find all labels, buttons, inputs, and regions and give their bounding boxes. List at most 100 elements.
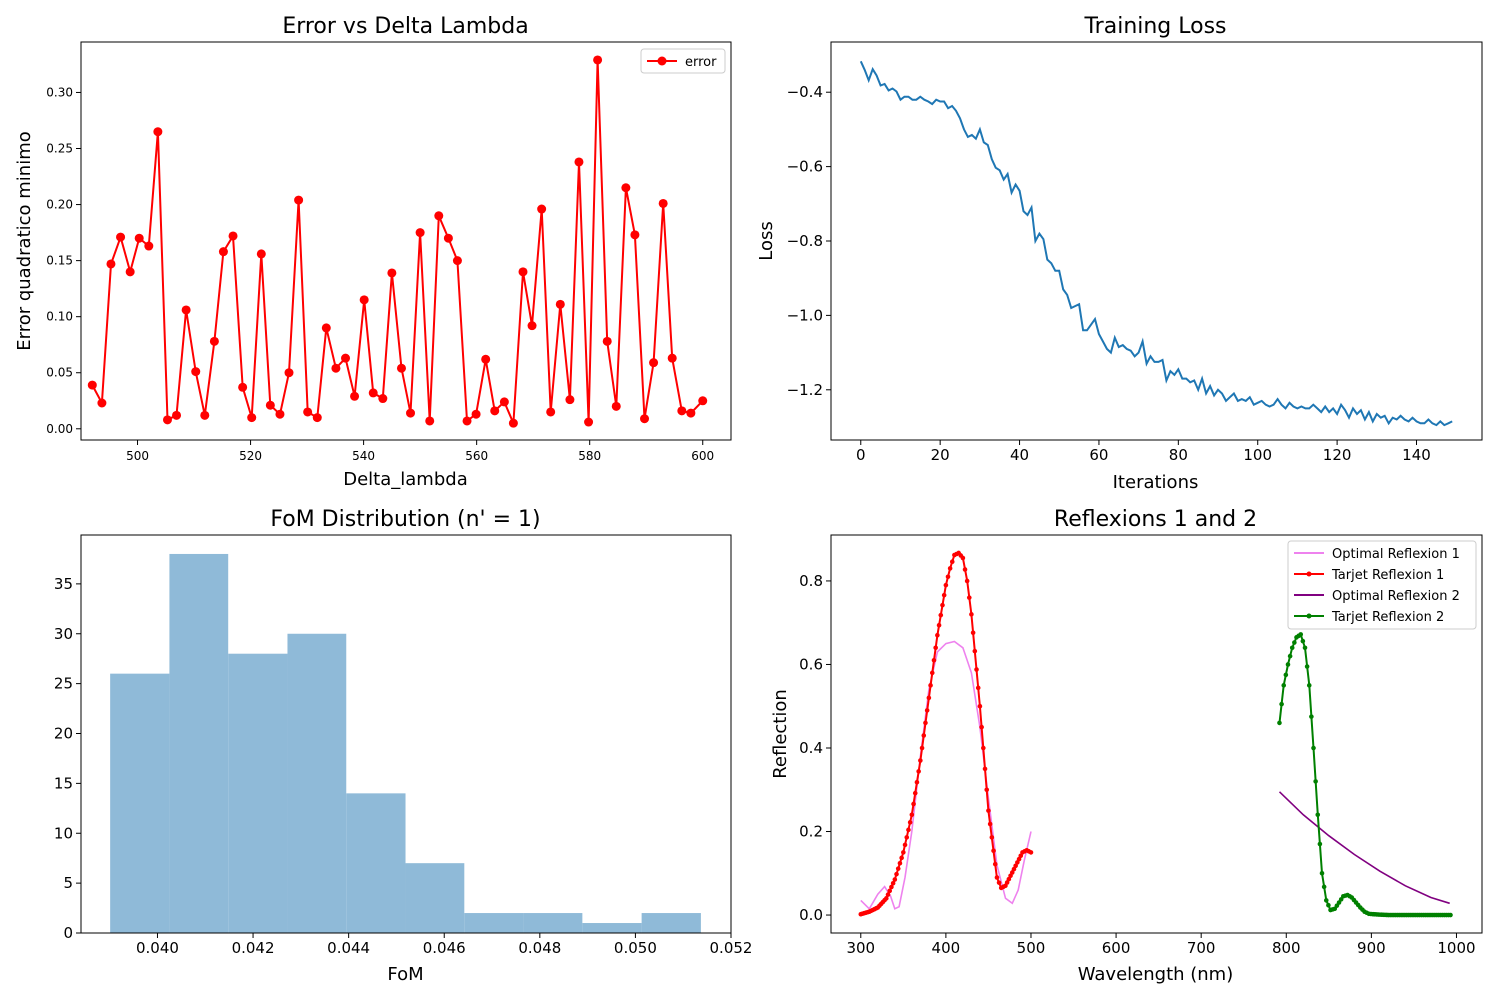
x-tick-label: 0.048 bbox=[518, 939, 561, 957]
y-tick-label: 0.0 bbox=[799, 906, 823, 924]
tarjet-reflexion-1-point bbox=[889, 884, 894, 890]
tarjet-reflexion-2-point bbox=[1302, 645, 1308, 651]
error-point bbox=[228, 231, 238, 241]
error-point bbox=[593, 55, 603, 65]
error-point bbox=[284, 368, 294, 378]
tarjet-reflexion-1-point bbox=[887, 888, 893, 894]
y-tick-label: 20 bbox=[54, 725, 73, 743]
plot-area: 300 400 500 600 700 800 900 1000 0.0 0.2 0.4 0.6 0.8… bbox=[799, 534, 1483, 957]
y-tick-label: 0.30 bbox=[46, 85, 73, 99]
tarjet-reflexion-1-point bbox=[916, 769, 921, 774]
x-tick-label: 700 bbox=[1187, 939, 1216, 957]
y-tick-label: −1.2 bbox=[787, 381, 823, 399]
tarjet-reflexion-1-point bbox=[890, 881, 896, 886]
x-tick-label: 800 bbox=[1272, 939, 1301, 957]
y-tick-label: 0.05 bbox=[46, 366, 73, 380]
histogram-bar bbox=[464, 913, 524, 933]
y-tick-label: −1.0 bbox=[787, 306, 823, 324]
x-tick-label: 20 bbox=[931, 446, 950, 464]
legend-label-tarjet-reflexion-2: Tarjet Reflexion 2 bbox=[1331, 610, 1444, 625]
x-tick-label: 600 bbox=[1102, 939, 1131, 957]
tarjet-reflexion-2-point bbox=[1323, 898, 1329, 903]
tarjet-reflexion-2-point bbox=[1309, 714, 1314, 719]
x-tick-label: 300 bbox=[846, 939, 875, 957]
plot-area: 500 520 540 560 580 600 0.00 0.05 0.10 0.15 0.20 0.… bbox=[46, 41, 732, 463]
error-point bbox=[686, 408, 696, 418]
tarjet-reflexion-1-point bbox=[923, 720, 928, 726]
x-tick-label: 1000 bbox=[1437, 939, 1475, 957]
error-point bbox=[247, 413, 257, 423]
tarjet-reflexion-1-point bbox=[936, 622, 942, 628]
x-tick-label: 0.052 bbox=[710, 939, 753, 957]
histogram-bar bbox=[110, 673, 170, 933]
tarjet-reflexion-2-point bbox=[1298, 632, 1304, 637]
tarjet-reflexion-1-point bbox=[885, 892, 891, 897]
tarjet-reflexion-1-point bbox=[909, 812, 915, 818]
tarjet-reflexion-1-point bbox=[969, 612, 974, 617]
tarjet-reflexion-1-point bbox=[960, 555, 966, 561]
tarjet-reflexion-2-point bbox=[1448, 912, 1453, 918]
histogram-bar bbox=[228, 653, 288, 933]
tarjet-reflexion-2-point bbox=[1285, 662, 1291, 667]
error-point bbox=[368, 388, 378, 398]
error-point bbox=[527, 321, 537, 331]
error-point bbox=[443, 233, 453, 243]
error-point bbox=[181, 305, 191, 315]
x-axis-label: Delta_lambda bbox=[343, 469, 467, 490]
error-point bbox=[378, 394, 388, 404]
error-point bbox=[396, 363, 406, 373]
tarjet-reflexion-2-point bbox=[1300, 638, 1306, 644]
tarjet-reflexion-1-point bbox=[962, 567, 968, 572]
y-tick-label: −0.4 bbox=[787, 83, 823, 101]
legend-marker-error bbox=[657, 56, 667, 66]
tarjet-reflexion-2-point bbox=[1306, 683, 1312, 688]
error-point bbox=[658, 198, 668, 208]
x-tick-label: 140 bbox=[1402, 446, 1431, 464]
error-point bbox=[97, 398, 107, 408]
error-point bbox=[106, 259, 116, 269]
tarjet-reflexion-1-point bbox=[966, 595, 972, 600]
tarjet-reflexion-1-point bbox=[947, 566, 953, 571]
error-point bbox=[275, 409, 285, 419]
x-tick-label: 560 bbox=[465, 449, 488, 463]
tarjet-reflexion-2-point bbox=[1326, 902, 1331, 908]
y-axis-label: Error quadratico minimo bbox=[14, 131, 35, 351]
error-point bbox=[406, 408, 416, 418]
y-tick-label: 15 bbox=[54, 774, 73, 792]
tarjet-reflexion-1-point bbox=[992, 861, 998, 867]
error-point bbox=[452, 256, 462, 266]
x-tick-label: 0 bbox=[856, 446, 866, 464]
tarjet-reflexion-1-point bbox=[884, 896, 889, 901]
tarjet-reflexion-2-point bbox=[1289, 645, 1295, 651]
error-point bbox=[698, 396, 708, 406]
tarjet-reflexion-1-point bbox=[918, 758, 923, 763]
tarjet-reflexion-1-point bbox=[1028, 850, 1034, 855]
legend-label-optimal-reflexion-1: Optimal Reflexion 1 bbox=[1332, 547, 1460, 562]
histogram-bar bbox=[169, 553, 229, 933]
tarjet-reflexion-1-point bbox=[933, 645, 938, 651]
error-point bbox=[144, 241, 154, 251]
y-tick-label: 30 bbox=[54, 625, 73, 643]
tarjet-reflexion-1-point bbox=[904, 835, 910, 840]
x-tick-label: 120 bbox=[1323, 446, 1352, 464]
legend-label-tarjet-reflexion-1: Tarjet Reflexion 1 bbox=[1331, 568, 1444, 583]
tarjet-reflexion-2-point bbox=[1283, 672, 1289, 678]
error-point bbox=[256, 249, 266, 259]
tarjet-reflexion-2-point bbox=[1317, 841, 1323, 847]
tarjet-reflexion-2-point bbox=[1304, 664, 1310, 669]
tarjet-reflexion-1-point bbox=[975, 685, 981, 691]
error-point bbox=[508, 418, 518, 428]
y-tick-label: 0.20 bbox=[46, 198, 73, 212]
histogram-bar bbox=[346, 793, 406, 933]
tarjet-reflexion-1-point bbox=[943, 582, 949, 588]
tarjet-reflexion-2-point bbox=[1279, 701, 1284, 707]
panel-training-loss: Training Loss Iterations Loss 0 20 40 60 80 1… bbox=[756, 14, 1483, 493]
tarjet-reflexion-2-point bbox=[1321, 884, 1327, 890]
y-tick-label: 0.10 bbox=[46, 310, 73, 324]
error-point bbox=[611, 401, 621, 411]
axes-frame bbox=[80, 534, 732, 934]
plot-area: 0 20 40 60 80 100 120 140 −1.2 −1.0 −0.8 −0.6 −0.4 bbox=[787, 41, 1483, 464]
panel-reflexions: Reflexions 1 and 2 Wavelength (nm) Refle… bbox=[770, 507, 1483, 985]
tarjet-reflexion-1-point bbox=[895, 866, 901, 871]
x-tick-label: 600 bbox=[691, 449, 714, 463]
